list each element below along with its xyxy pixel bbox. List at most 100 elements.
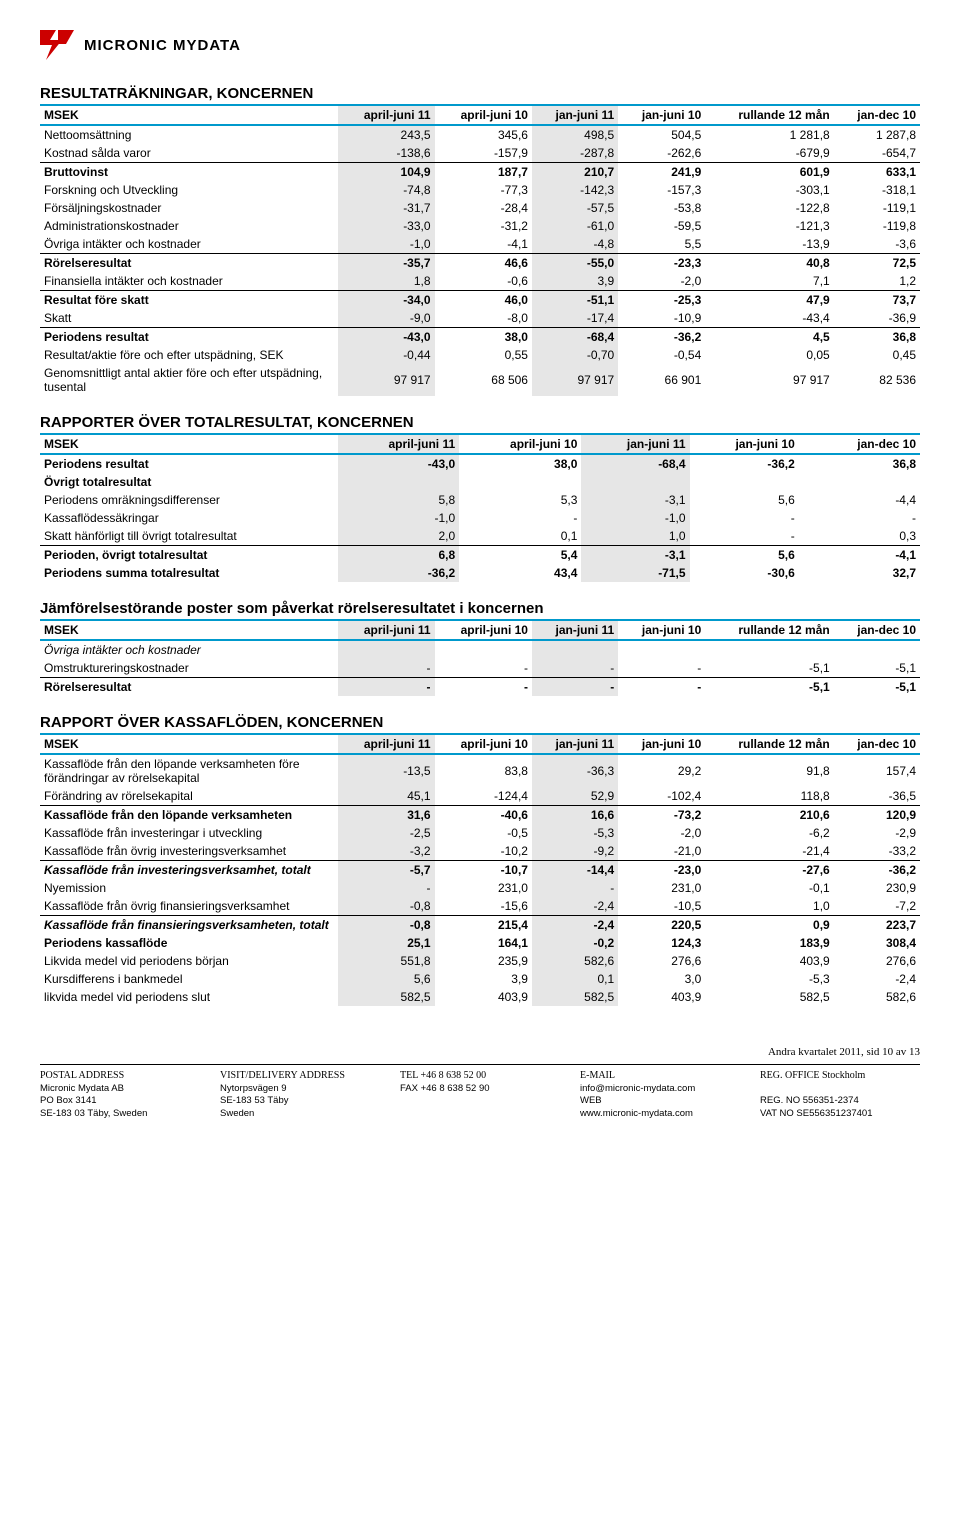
row-label: Skatt <box>40 309 338 328</box>
cell-value: 243,5 <box>338 125 435 144</box>
cell-value: 164,1 <box>435 934 532 952</box>
cell-value: -5,1 <box>705 678 833 697</box>
footer-line: WEB <box>580 1095 740 1108</box>
row-label: Nyemission <box>40 879 338 897</box>
cell-value: - <box>618 659 705 678</box>
cell-value: 120,9 <box>834 806 920 825</box>
table-row: Genomsnittligt antal aktier före och eft… <box>40 364 920 396</box>
column-header: jan-juni 10 <box>690 434 799 454</box>
cell-value: -10,7 <box>435 861 532 880</box>
table-row: Skatt-9,0-8,0-17,4-10,9-43,4-36,9 <box>40 309 920 328</box>
footer-line: REG. OFFICE Stockholm <box>760 1069 920 1083</box>
cell-value: 5,5 <box>618 235 705 254</box>
cell-value: 0,9 <box>705 916 833 935</box>
column-header: rullande 12 mån <box>705 620 833 640</box>
cell-value: 498,5 <box>532 125 618 144</box>
cell-value: -43,4 <box>705 309 833 328</box>
row-label: Periodens omräkningsdifferenser <box>40 491 338 509</box>
cell-value: 551,8 <box>338 952 435 970</box>
cell-value: - <box>812 509 920 527</box>
cell-value <box>690 473 799 491</box>
footer-line: REG. NO 556351-2374 <box>760 1095 920 1108</box>
cell-value: -0,1 <box>705 879 833 897</box>
cell-value: 97 917 <box>532 364 618 396</box>
row-label: Kostnad sålda varor <box>40 144 338 163</box>
cell-value: 187,7 <box>435 163 532 182</box>
column-header: jan-juni 10 <box>618 734 705 754</box>
cell-value: 1,0 <box>581 527 689 546</box>
table-row: Nyemission-231,0-231,0-0,1230,9 <box>40 879 920 897</box>
cell-value: 0,05 <box>705 346 833 364</box>
cell-value <box>799 473 812 491</box>
cell-value: -4,1 <box>435 235 532 254</box>
cell-value: -2,4 <box>532 897 618 916</box>
cell-value: 1,8 <box>338 272 435 291</box>
footer-line: Micronic Mydata AB <box>40 1083 200 1096</box>
row-label: Periodens kassaflöde <box>40 934 338 952</box>
cell-value: 1 287,8 <box>834 125 920 144</box>
cell-value: -2,9 <box>834 824 920 842</box>
cell-value: - <box>532 879 618 897</box>
cell-value: -262,6 <box>618 144 705 163</box>
cell-value: 25,1 <box>338 934 435 952</box>
cell-value: -31,2 <box>435 217 532 235</box>
column-header: april-juni 11 <box>338 620 435 640</box>
cell-value <box>705 640 833 659</box>
footer-line: SE-183 53 Täby <box>220 1095 380 1108</box>
cell-value: 104,9 <box>338 163 435 182</box>
cell-value: -142,3 <box>532 181 618 199</box>
row-label: Övriga intäkter och kostnader <box>40 640 338 659</box>
cell-value: 5,3 <box>459 491 581 509</box>
cell-value: -654,7 <box>834 144 920 163</box>
footer-line: SE-183 03 Täby, Sweden <box>40 1108 200 1121</box>
cell-value: 72,5 <box>834 254 920 273</box>
footer-line <box>760 1083 920 1096</box>
table-row: Kassaflöde från övrig investeringsverksa… <box>40 842 920 861</box>
cell-value: 235,9 <box>435 952 532 970</box>
cell-value: -0,8 <box>338 916 435 935</box>
row-label: Kassaflöde från övrig investeringsverksa… <box>40 842 338 861</box>
cell-value: -21,0 <box>618 842 705 861</box>
cell-value: -21,4 <box>705 842 833 861</box>
cell-value: 5,6 <box>338 970 435 988</box>
cell-value: -5,3 <box>532 824 618 842</box>
cell-value: -157,3 <box>618 181 705 199</box>
table-row: Kursdifferens i bankmedel5,63,90,13,0-5,… <box>40 970 920 988</box>
cell-value: -27,6 <box>705 861 833 880</box>
cell-value: 46,6 <box>435 254 532 273</box>
footer-line: info@micronic-mydata.com <box>580 1083 740 1096</box>
cell-value <box>799 564 812 582</box>
table-row: Rörelseresultat-----5,1-5,1 <box>40 678 920 697</box>
table-row: Rörelseresultat-35,746,6-55,0-23,340,872… <box>40 254 920 273</box>
footer-col: POSTAL ADDRESSMicronic Mydata ABPO Box 3… <box>40 1069 200 1121</box>
footer-col: REG. OFFICE Stockholm REG. NO 556351-237… <box>760 1069 920 1121</box>
cell-value: 0,1 <box>532 970 618 988</box>
cell-value: -5,1 <box>834 678 920 697</box>
column-header: jan-dec 10 <box>834 105 920 125</box>
cell-value <box>618 640 705 659</box>
cell-value: -124,4 <box>435 787 532 806</box>
footer-line: TEL +46 8 638 52 00 <box>400 1069 560 1083</box>
table-row: Forskning och Utveckling-74,8-77,3-142,3… <box>40 181 920 199</box>
table-row: Kassaflödessäkringar-1,0--1,0-- <box>40 509 920 527</box>
cell-value: 0,55 <box>435 346 532 364</box>
cell-value <box>799 491 812 509</box>
page-info: Andra kvartalet 2011, sid 10 av 13 <box>40 1046 920 1058</box>
cell-value: -36,5 <box>834 787 920 806</box>
footer-columns: POSTAL ADDRESSMicronic Mydata ABPO Box 3… <box>40 1064 920 1121</box>
cell-value: - <box>338 879 435 897</box>
row-label: Kassaflöde från investeringar i utveckli… <box>40 824 338 842</box>
cell-value: -74,8 <box>338 181 435 199</box>
cell-value: -36,2 <box>834 861 920 880</box>
cell-value: -119,8 <box>834 217 920 235</box>
row-label: likvida medel vid periodens slut <box>40 988 338 1006</box>
table-row: Kostnad sålda varor-138,6-157,9-287,8-26… <box>40 144 920 163</box>
cell-value: -33,2 <box>834 842 920 861</box>
row-label: Kassaflöde från övrig finansieringsverks… <box>40 897 338 916</box>
cell-value: -0,44 <box>338 346 435 364</box>
cell-value: 230,9 <box>834 879 920 897</box>
cell-value: 231,0 <box>618 879 705 897</box>
cell-value: -102,4 <box>618 787 705 806</box>
cell-value: 345,6 <box>435 125 532 144</box>
cell-value: - <box>435 678 532 697</box>
